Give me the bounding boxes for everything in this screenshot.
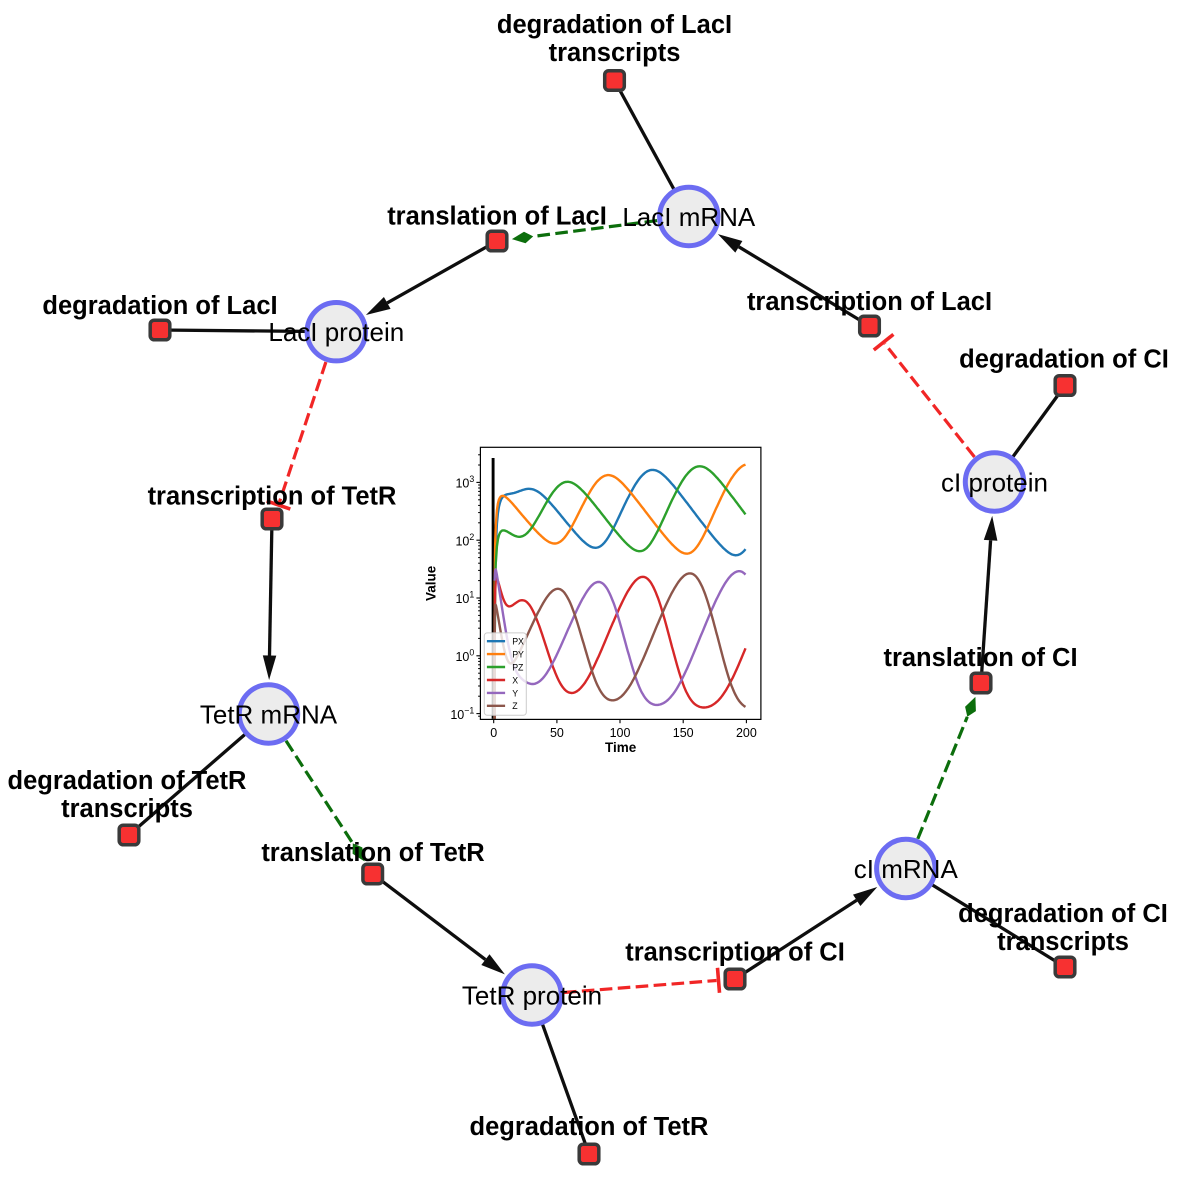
svg-text:cI protein: cI protein [941,468,1048,498]
svg-text:degradation of LacI: degradation of LacI [497,11,732,39]
svg-text:TetR mRNA: TetR mRNA [200,700,338,730]
svg-text:50: 50 [550,726,564,740]
svg-text:PZ: PZ [512,662,524,672]
svg-text:LacI mRNA: LacI mRNA [622,202,756,232]
svg-text:transcription of CI: transcription of CI [625,939,845,967]
svg-text:150: 150 [673,726,694,740]
svg-text:transcripts: transcripts [997,928,1129,956]
svg-text:degradation of CI: degradation of CI [959,346,1169,374]
svg-text:degradation of LacI: degradation of LacI [42,292,277,320]
svg-text:translation of LacI: translation of LacI [387,203,607,231]
svg-text:degradation of TetR: degradation of TetR [8,767,247,795]
svg-text:Time: Time [605,740,637,755]
svg-text:degradation of TetR: degradation of TetR [470,1113,709,1141]
svg-text:transcripts: transcripts [549,39,681,67]
svg-text:cI mRNA: cI mRNA [854,854,959,884]
svg-text:Y: Y [512,688,518,698]
svg-text:Value: Value [424,565,439,601]
svg-text:LacI protein: LacI protein [268,317,404,347]
svg-text:transcription of LacI: transcription of LacI [747,288,992,316]
svg-text:100: 100 [610,726,631,740]
svg-text:TetR protein: TetR protein [462,981,602,1011]
svg-text:translation of CI: translation of CI [883,644,1077,672]
svg-text:translation of TetR: translation of TetR [261,839,484,867]
svg-text:degradation of CI: degradation of CI [958,900,1168,928]
svg-text:transcription of TetR: transcription of TetR [148,483,397,511]
svg-text:0: 0 [490,726,497,740]
svg-text:Z: Z [512,701,518,711]
svg-text:transcripts: transcripts [61,795,193,823]
svg-text:PY: PY [512,650,524,660]
svg-text:200: 200 [736,726,757,740]
svg-text:PX: PX [512,637,524,647]
svg-text:X: X [512,675,518,685]
